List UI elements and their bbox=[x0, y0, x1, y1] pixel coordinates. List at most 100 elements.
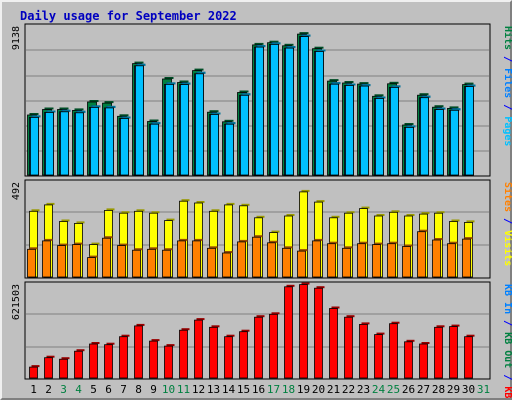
legend-label: KB Out bbox=[502, 332, 512, 368]
bar-pages-top bbox=[377, 96, 386, 99]
day-label: 1 bbox=[30, 383, 37, 396]
bar-visits-top bbox=[361, 206, 370, 209]
day-label: 11 bbox=[177, 383, 190, 396]
bar-pages bbox=[150, 123, 159, 176]
bar-pages bbox=[105, 107, 114, 176]
bar-sites bbox=[402, 246, 411, 278]
bar-sites bbox=[447, 243, 456, 278]
bar-kbf-top bbox=[106, 342, 115, 345]
legend-label: / bbox=[502, 368, 512, 386]
bar-hits-top bbox=[374, 94, 384, 97]
bar-sites-top bbox=[404, 244, 413, 247]
bar-kbf-top bbox=[61, 357, 70, 360]
bar-sites bbox=[57, 245, 66, 278]
bar-sites-top bbox=[194, 238, 203, 241]
bar-visits-top bbox=[61, 219, 70, 222]
bar-visits-top bbox=[466, 220, 475, 223]
bar-hits-top bbox=[179, 80, 189, 83]
bar-pages bbox=[30, 117, 39, 176]
bar-kbf bbox=[254, 316, 263, 379]
bar-visits-top bbox=[91, 242, 100, 245]
bar-kbf bbox=[239, 331, 248, 379]
day-label: 22 bbox=[342, 383, 355, 396]
bar-kbf-top bbox=[46, 355, 55, 358]
bar-pages bbox=[75, 112, 84, 176]
bar-pages-top bbox=[287, 46, 296, 49]
bar-sites-top bbox=[149, 247, 158, 250]
bar-visits-top bbox=[301, 189, 310, 192]
day-label: 19 bbox=[297, 383, 310, 396]
bar-pages bbox=[330, 83, 339, 176]
bar-pages-top bbox=[467, 84, 476, 87]
day-label: 5 bbox=[90, 383, 97, 396]
legend-label: / bbox=[502, 212, 512, 230]
bar-hits-top bbox=[254, 42, 264, 45]
bar-pages-top bbox=[152, 122, 161, 125]
bar-pages-top bbox=[332, 82, 341, 85]
day-label: 13 bbox=[207, 383, 220, 396]
bar-kbf-top bbox=[286, 284, 295, 287]
bar-kbf bbox=[329, 308, 338, 379]
bar-sites bbox=[252, 236, 261, 278]
legend-label: KB In bbox=[502, 284, 512, 314]
series-pages bbox=[30, 34, 476, 176]
bar-pages bbox=[225, 123, 234, 176]
bar-kbf-top bbox=[31, 365, 40, 368]
bar-kbf-top bbox=[301, 282, 310, 285]
bar-kbf bbox=[74, 350, 83, 379]
bar-visits-top bbox=[256, 215, 265, 218]
bar-kbf-top bbox=[361, 322, 370, 325]
bar-pages-top bbox=[47, 110, 56, 113]
bar-visits-top bbox=[316, 200, 325, 203]
bar-visits-top bbox=[286, 214, 295, 216]
bar-visits-top bbox=[106, 208, 115, 211]
bar-kbf bbox=[224, 336, 233, 379]
bar-kbf bbox=[149, 340, 158, 379]
bar-kbf bbox=[164, 345, 173, 379]
y-max-label: 9138 bbox=[11, 26, 22, 50]
bar-sites-top bbox=[224, 251, 233, 253]
day-label: 7 bbox=[120, 383, 127, 396]
bar-sites-top bbox=[254, 235, 263, 238]
bar-sites bbox=[162, 249, 171, 278]
bar-visits-top bbox=[376, 214, 385, 216]
bar-kbf bbox=[464, 336, 473, 379]
bar-sites-top bbox=[359, 241, 368, 244]
legend-label: Sites bbox=[502, 182, 512, 212]
bar-kbf bbox=[59, 358, 68, 379]
bar-pages bbox=[180, 84, 189, 176]
bar-pages-top bbox=[32, 115, 41, 118]
bar-kbf-top bbox=[181, 328, 190, 331]
bar-kbf-top bbox=[316, 286, 325, 289]
bar-sites bbox=[267, 242, 276, 278]
bar-pages bbox=[60, 111, 69, 176]
bar-pages-top bbox=[122, 116, 131, 119]
bar-visits-top bbox=[271, 230, 280, 233]
bar-pages bbox=[465, 86, 474, 176]
bar-sites-top bbox=[104, 236, 113, 239]
legend-label: KB F bbox=[502, 386, 512, 400]
bar-visits-top bbox=[331, 215, 340, 218]
bar-sites-top bbox=[329, 241, 338, 244]
bar-hits-top bbox=[89, 100, 99, 102]
bar-sites-top bbox=[164, 248, 173, 251]
day-label: 2 bbox=[45, 383, 52, 396]
bar-sites-top bbox=[44, 238, 53, 241]
bar-pages-top bbox=[167, 82, 176, 85]
bar-sites bbox=[282, 247, 291, 278]
bar-pages bbox=[195, 73, 204, 176]
bar-visits-top bbox=[181, 199, 190, 202]
bar-hits-top bbox=[209, 110, 219, 113]
bar-kbf bbox=[209, 326, 218, 379]
bar-hits-top bbox=[164, 77, 174, 79]
bar-visits-top bbox=[226, 202, 235, 205]
bar-kbf bbox=[119, 336, 128, 379]
bar-sites-top bbox=[269, 240, 278, 243]
day-label: 31 bbox=[477, 383, 490, 396]
bar-pages bbox=[315, 51, 324, 176]
bar-pages bbox=[375, 98, 384, 176]
bar-pages bbox=[450, 109, 459, 176]
bar-kbf-top bbox=[391, 321, 400, 324]
bar-sites bbox=[297, 250, 306, 278]
day-label: 16 bbox=[252, 383, 265, 396]
